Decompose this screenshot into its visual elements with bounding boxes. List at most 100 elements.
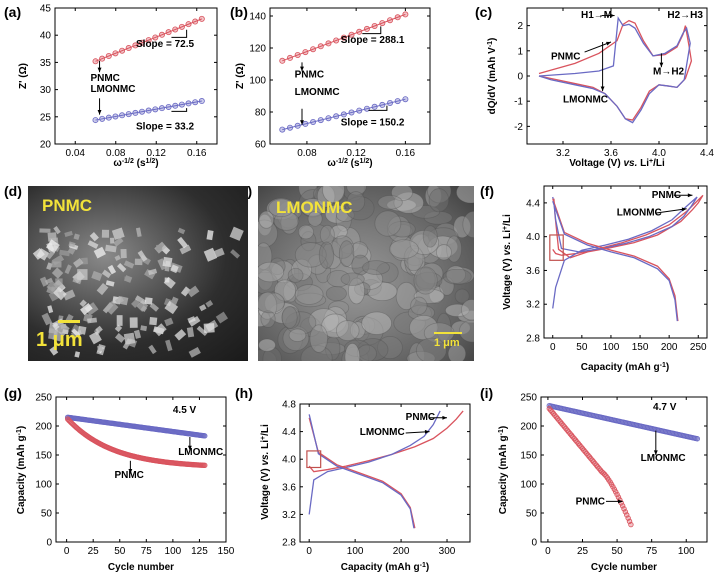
- y-tick-label: 20: [40, 140, 52, 151]
- y-tick-label: 100: [35, 480, 52, 491]
- panel-i-chart: 0 25 50 75 100 0 50 100 150 200 250 Cycle number Cap…: [498, 393, 708, 573]
- sem-grain: [149, 316, 158, 326]
- data-point-lmonmc: [185, 100, 192, 107]
- data-point-lmonmc: [302, 120, 309, 127]
- sem-grain: [51, 267, 64, 279]
- plot-frame: [54, 7, 218, 145]
- data-point-pnmc: [611, 486, 618, 492]
- series-label-pnmc: PNMC: [114, 470, 143, 481]
- series-label-pnmc: PNMC: [295, 70, 324, 81]
- series-label-lmonmc: LMONMC: [563, 94, 608, 105]
- sem-grain: [101, 229, 110, 238]
- sem-grain: [77, 325, 87, 335]
- sem-grain: [180, 286, 191, 297]
- x-tick-label: 0.12: [346, 148, 366, 159]
- sem-grain: [258, 210, 275, 229]
- x-tick-label: 0.12: [147, 148, 167, 159]
- plot-frame: [543, 185, 708, 339]
- data-point-pnmc: [294, 52, 301, 59]
- y-tick-label: 1: [517, 46, 523, 57]
- sem-grain: [179, 244, 192, 255]
- data-point-lmonmc: [192, 99, 199, 106]
- data-point-pnmc: [325, 40, 332, 47]
- sem-grain: [55, 321, 70, 337]
- y-axis-label: dQ/dV (mAh V-1): [487, 38, 499, 115]
- x-tick-label: 50: [114, 546, 126, 557]
- y-tick-label: 80: [255, 108, 267, 119]
- sem-grain: [134, 295, 147, 305]
- series-line-lmonmc: [538, 16, 691, 124]
- data-point-pnmc: [279, 57, 286, 64]
- sem-grain: [454, 288, 470, 304]
- sem-image-pnmc: PNMC 1 μm: [28, 186, 248, 361]
- data-point-pnmc: [165, 29, 172, 36]
- slope-annotation: Slope = 288.1: [341, 35, 405, 46]
- data-point-lmonmc: [112, 113, 119, 120]
- data-point-lmonmc: [125, 111, 132, 118]
- data-point-pnmc: [139, 39, 146, 46]
- y-tick-label: 3.2: [282, 510, 296, 521]
- y-tick-label: 60: [255, 140, 267, 151]
- y-tick-label: 35: [40, 58, 52, 69]
- sem-grain: [428, 188, 450, 213]
- data-point-pnmc: [614, 491, 620, 498]
- peak-annotation: M→H2: [653, 67, 685, 78]
- data-point-lmonmc: [356, 107, 363, 114]
- panel-label-c: (c): [475, 4, 492, 20]
- x-axis-label: Capacity (mAh g-1): [581, 362, 669, 374]
- x-tick-label: 0.16: [396, 148, 416, 159]
- data-point-lmonmc: [294, 122, 301, 129]
- x-tick-label: 75: [141, 546, 153, 557]
- sem-grain: [114, 324, 123, 333]
- sem-grain: [435, 244, 452, 261]
- sem-grain: [344, 343, 361, 361]
- discharge-curve: [552, 198, 679, 322]
- data-point-pnmc: [348, 31, 355, 38]
- annotation-arrow-head: [600, 86, 605, 92]
- x-tick-label: 50: [576, 342, 588, 353]
- annotation-arrow-head: [300, 66, 304, 72]
- plot-frame: [299, 403, 471, 543]
- sem-grain: [39, 228, 51, 233]
- x-axis-label: Capacity (mAh g-1): [341, 562, 429, 574]
- sem-grain: [162, 256, 173, 268]
- y-tick-label: 3.6: [282, 482, 296, 493]
- sem-grain: [186, 327, 195, 338]
- sem-grain: [410, 296, 428, 315]
- sem-sample-label-pnmc: PNMC: [42, 196, 93, 215]
- sem-grain: [288, 328, 307, 342]
- sem-grain: [149, 302, 160, 312]
- data-point-pnmc: [152, 34, 159, 41]
- sem-grain: [413, 266, 438, 295]
- annotation-arrow-head: [97, 67, 102, 73]
- discharge-curve: [308, 417, 416, 529]
- data-point-pnmc: [185, 21, 192, 28]
- x-axis-label: Voltage (V) vs. Li+/Li: [569, 158, 665, 170]
- data-point-lmonmc: [286, 124, 293, 131]
- sem-grain: [319, 224, 335, 245]
- x-tick-label: 25: [577, 546, 589, 557]
- x-tick-label: 125: [191, 546, 208, 557]
- data-point-pnmc: [119, 47, 126, 54]
- sem-grain: [318, 241, 335, 269]
- x-tick-label: 200: [393, 546, 410, 557]
- data-point-pnmc: [613, 489, 619, 495]
- y-tick-label: 250: [520, 393, 537, 404]
- data-point-lmonmc: [386, 100, 393, 107]
- sem-grain: [458, 319, 474, 343]
- data-point-lmonmc: [340, 111, 347, 118]
- sem-grain: [156, 244, 163, 251]
- sem-grain: [60, 323, 67, 330]
- y-tick-label: 4.0: [526, 232, 540, 243]
- sem-grain: [73, 257, 84, 268]
- data-point-pnmc: [112, 50, 119, 57]
- sem-grain: [188, 346, 201, 358]
- annotation-arrow-head: [659, 62, 664, 68]
- y-tick-label: 0: [46, 538, 52, 549]
- panel-label-d: (d): [4, 183, 22, 199]
- sem-grain: [133, 329, 142, 339]
- data-point-pnmc: [371, 22, 378, 29]
- plot-frame: [540, 396, 708, 543]
- y-tick-label: 40: [40, 31, 52, 42]
